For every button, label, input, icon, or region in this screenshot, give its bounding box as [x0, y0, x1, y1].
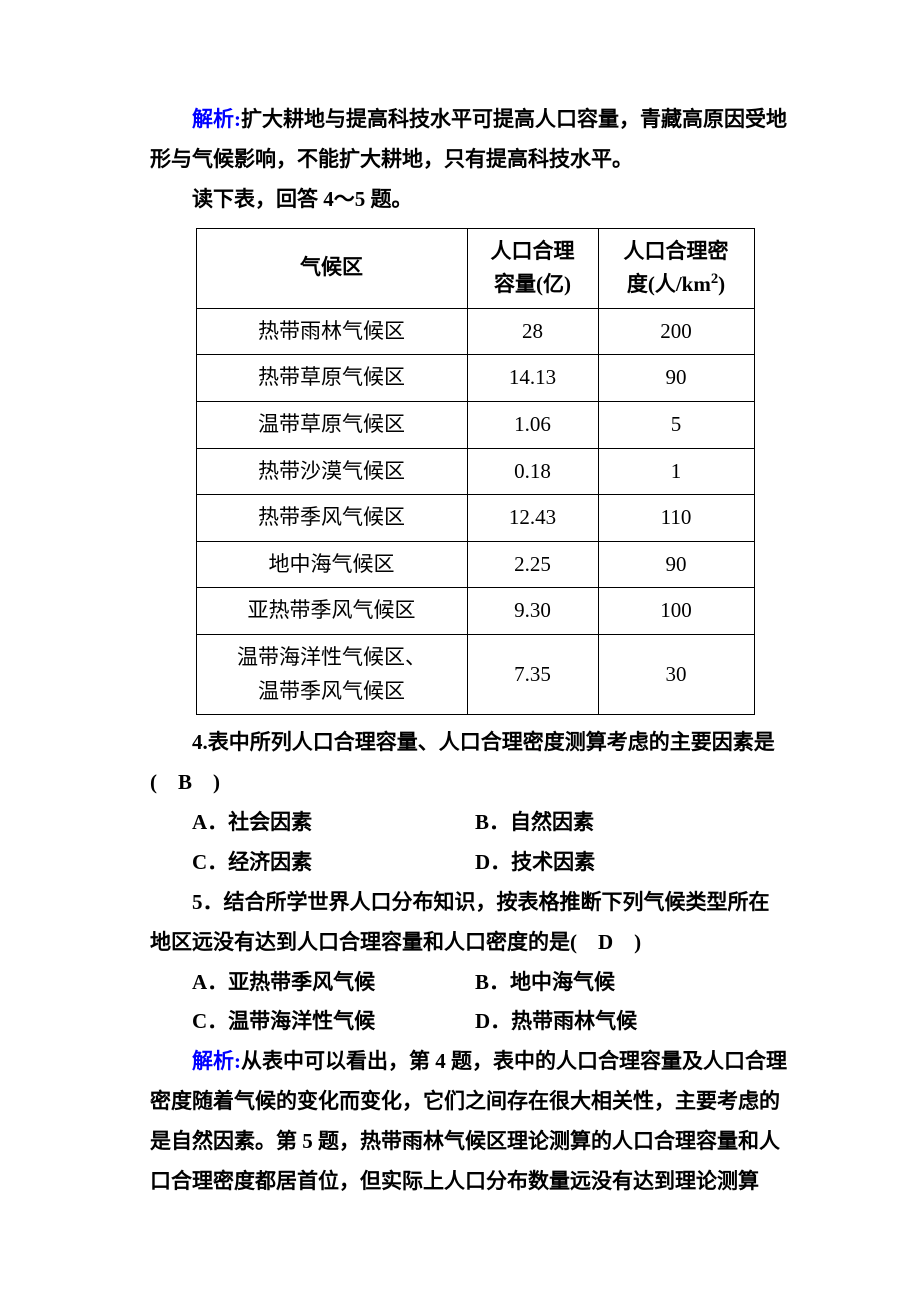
q5-options-row2: C．温带海洋性气候 D．热带雨林气候 [150, 1002, 800, 1042]
col-header-climate: 气候区 [196, 228, 467, 308]
col-header-capacity: 人口合理容量(亿) [467, 228, 598, 308]
cell-capacity: 1.06 [467, 402, 598, 449]
cell-density: 30 [598, 635, 754, 715]
cell-capacity: 0.18 [467, 448, 598, 495]
cell-climate: 热带沙漠气候区 [196, 448, 467, 495]
cell-density: 1 [598, 448, 754, 495]
q5-option-a: A．亚热带季风气候 [150, 963, 475, 1003]
analysis-2: 解析:从表中可以看出，第 4 题，表中的人口合理容量及人口合理密度随着气候的变化… [150, 1042, 800, 1202]
cell-capacity: 14.13 [467, 355, 598, 402]
q4-option-b: B．自然因素 [475, 803, 800, 843]
table-row: 温带草原气候区 1.06 5 [196, 402, 754, 449]
q5-stem-line2: 地区远没有达到人口合理容量和人口密度的是( D ) [150, 923, 800, 963]
col-header-density: 人口合理密度(人/km2) [598, 228, 754, 308]
q5-stem-line1: 5．结合所学世界人口分布知识，按表格推断下列气候类型所在 [150, 883, 800, 923]
q4-option-d: D．技术因素 [475, 843, 800, 883]
analysis-1: 解析:扩大耕地与提高科技水平可提高人口容量，青藏高原因受地形与气候影响，不能扩大… [150, 100, 800, 180]
q4-options-row2: C．经济因素 D．技术因素 [150, 843, 800, 883]
analysis-1-text: 扩大耕地与提高科技水平可提高人口容量，青藏高原因受地形与气候影响，不能扩大耕地，… [150, 107, 787, 171]
climate-table: 气候区 人口合理容量(亿) 人口合理密度(人/km2) 热带雨林气候区 28 2… [196, 228, 755, 716]
cell-climate: 地中海气候区 [196, 541, 467, 588]
cell-capacity: 9.30 [467, 588, 598, 635]
table-row: 地中海气候区 2.25 90 [196, 541, 754, 588]
analysis-2-label: 解析: [192, 1049, 241, 1073]
cell-density: 90 [598, 541, 754, 588]
cell-climate: 亚热带季风气候区 [196, 588, 467, 635]
cell-climate: 温带海洋性气候区、温带季风气候区 [196, 635, 467, 715]
q4-options-row1: A．社会因素 B．自然因素 [150, 803, 800, 843]
cell-density: 5 [598, 402, 754, 449]
cell-capacity: 7.35 [467, 635, 598, 715]
cell-capacity: 12.43 [467, 495, 598, 542]
table-prompt: 读下表，回答 4～5 题。 [150, 180, 800, 220]
cell-density: 100 [598, 588, 754, 635]
analysis-2-text: 从表中可以看出，第 4 题，表中的人口合理容量及人口合理密度随着气候的变化而变化… [150, 1049, 787, 1193]
q5-option-b: B．地中海气候 [475, 963, 800, 1003]
analysis-1-label: 解析: [192, 107, 241, 131]
cell-density: 90 [598, 355, 754, 402]
cell-capacity: 2.25 [467, 541, 598, 588]
table-row: 热带雨林气候区 28 200 [196, 308, 754, 355]
q5-options-row1: A．亚热带季风气候 B．地中海气候 [150, 963, 800, 1003]
cell-climate: 热带草原气候区 [196, 355, 467, 402]
q4-option-c: C．经济因素 [150, 843, 475, 883]
q5-option-d: D．热带雨林气候 [475, 1002, 800, 1042]
table-header-row: 气候区 人口合理容量(亿) 人口合理密度(人/km2) [196, 228, 754, 308]
cell-climate: 热带季风气候区 [196, 495, 467, 542]
cell-density: 200 [598, 308, 754, 355]
q4-option-a: A．社会因素 [150, 803, 475, 843]
cell-capacity: 28 [467, 308, 598, 355]
table-row: 亚热带季风气候区 9.30 100 [196, 588, 754, 635]
table-row: 温带海洋性气候区、温带季风气候区 7.35 30 [196, 635, 754, 715]
cell-density: 110 [598, 495, 754, 542]
table-row: 热带沙漠气候区 0.18 1 [196, 448, 754, 495]
cell-climate: 温带草原气候区 [196, 402, 467, 449]
q4-stem-line1: 4.表中所列人口合理容量、人口合理密度测算考虑的主要因素是 [150, 723, 800, 763]
table-row: 热带草原气候区 14.13 90 [196, 355, 754, 402]
cell-climate: 热带雨林气候区 [196, 308, 467, 355]
table-row: 热带季风气候区 12.43 110 [196, 495, 754, 542]
q5-option-c: C．温带海洋性气候 [150, 1002, 475, 1042]
q4-stem-line2: ( B ) [150, 763, 800, 803]
